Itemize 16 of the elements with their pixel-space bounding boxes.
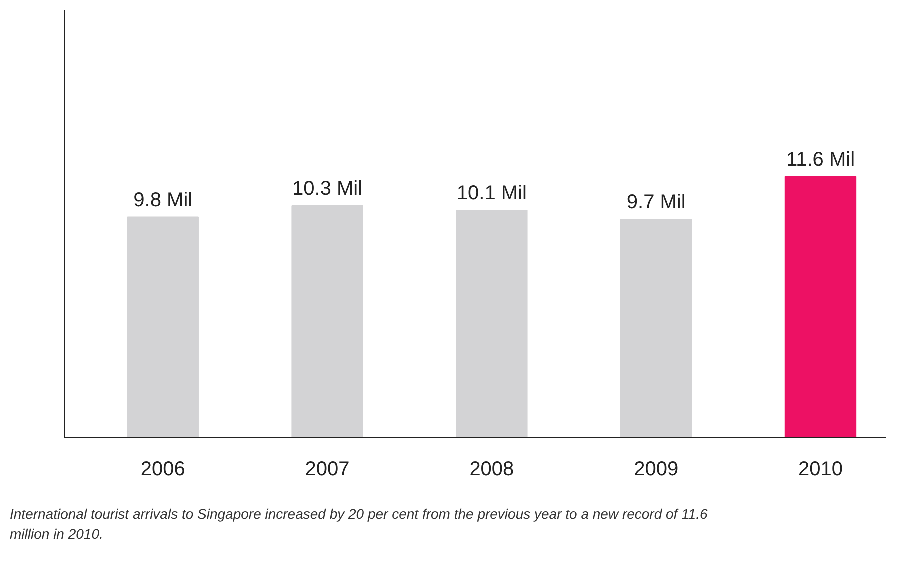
- data-label: 10.1 Mil: [456, 182, 527, 205]
- x-tick-label: 2009: [634, 458, 679, 480]
- bar: [127, 216, 199, 438]
- data-label: 9.8 Mil: [134, 189, 193, 212]
- data-label: 9.7 Mil: [626, 192, 686, 214]
- bar: [620, 219, 692, 438]
- data-label: 10.3 Mil: [292, 178, 363, 200]
- text: International tourist arrivals to Singapore increased by 20 per cent from the previous year to a new record of 11.6 million in 2010.: [10, 505, 709, 544]
- bar: [292, 206, 364, 438]
- x-tick-label: 2006: [140, 458, 186, 480]
- x-tick-label: 2010: [798, 458, 843, 480]
- x-tick-label: 2007: [305, 458, 350, 480]
- bar: [784, 176, 857, 438]
- data-label: 11.6 Mil: [786, 148, 856, 171]
- x-tick-label: 2008: [470, 458, 514, 480]
- bar: [456, 210, 528, 438]
